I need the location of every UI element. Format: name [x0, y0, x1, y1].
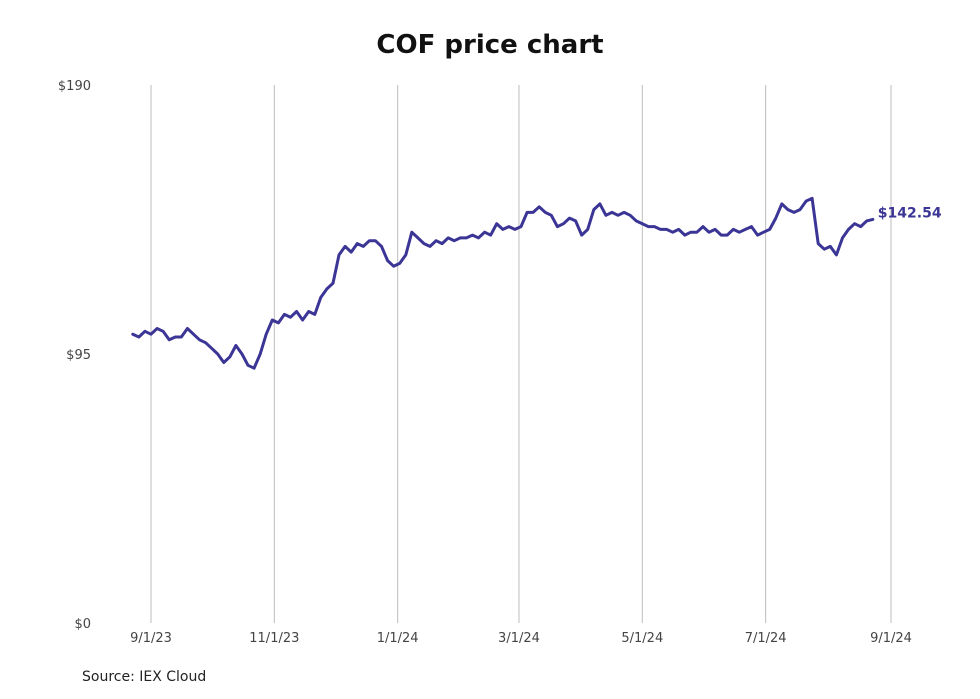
x-tick-label: 3/1/24: [498, 631, 540, 646]
last-price-annotation: $142.54: [878, 205, 942, 221]
y-tick-label: $0: [74, 617, 91, 632]
y-axis-labels: $0 $95 $190: [58, 79, 91, 632]
x-tick-label: 1/1/24: [377, 631, 419, 646]
x-tick-label: 7/1/24: [745, 631, 787, 646]
x-tick-label: 5/1/24: [621, 631, 663, 646]
x-axis-labels: 9/1/23 11/1/23 1/1/24 3/1/24 5/1/24 7/1/24 9/1…: [130, 631, 912, 646]
y-tick-label: $95: [66, 348, 91, 363]
price-line-0: [131, 196, 875, 370]
price-series: [131, 196, 875, 370]
x-tick-label: 9/1/24: [870, 631, 912, 646]
chart-title: COF price chart: [376, 30, 604, 60]
source-note: Source: IEX Cloud: [82, 669, 207, 685]
y-tick-label: $190: [58, 79, 91, 94]
x-tick-label: 11/1/23: [249, 631, 299, 646]
grid-lines: [150, 85, 892, 623]
last-price-label: $142.54: [878, 205, 942, 221]
x-tick-label: 9/1/23: [130, 631, 172, 646]
